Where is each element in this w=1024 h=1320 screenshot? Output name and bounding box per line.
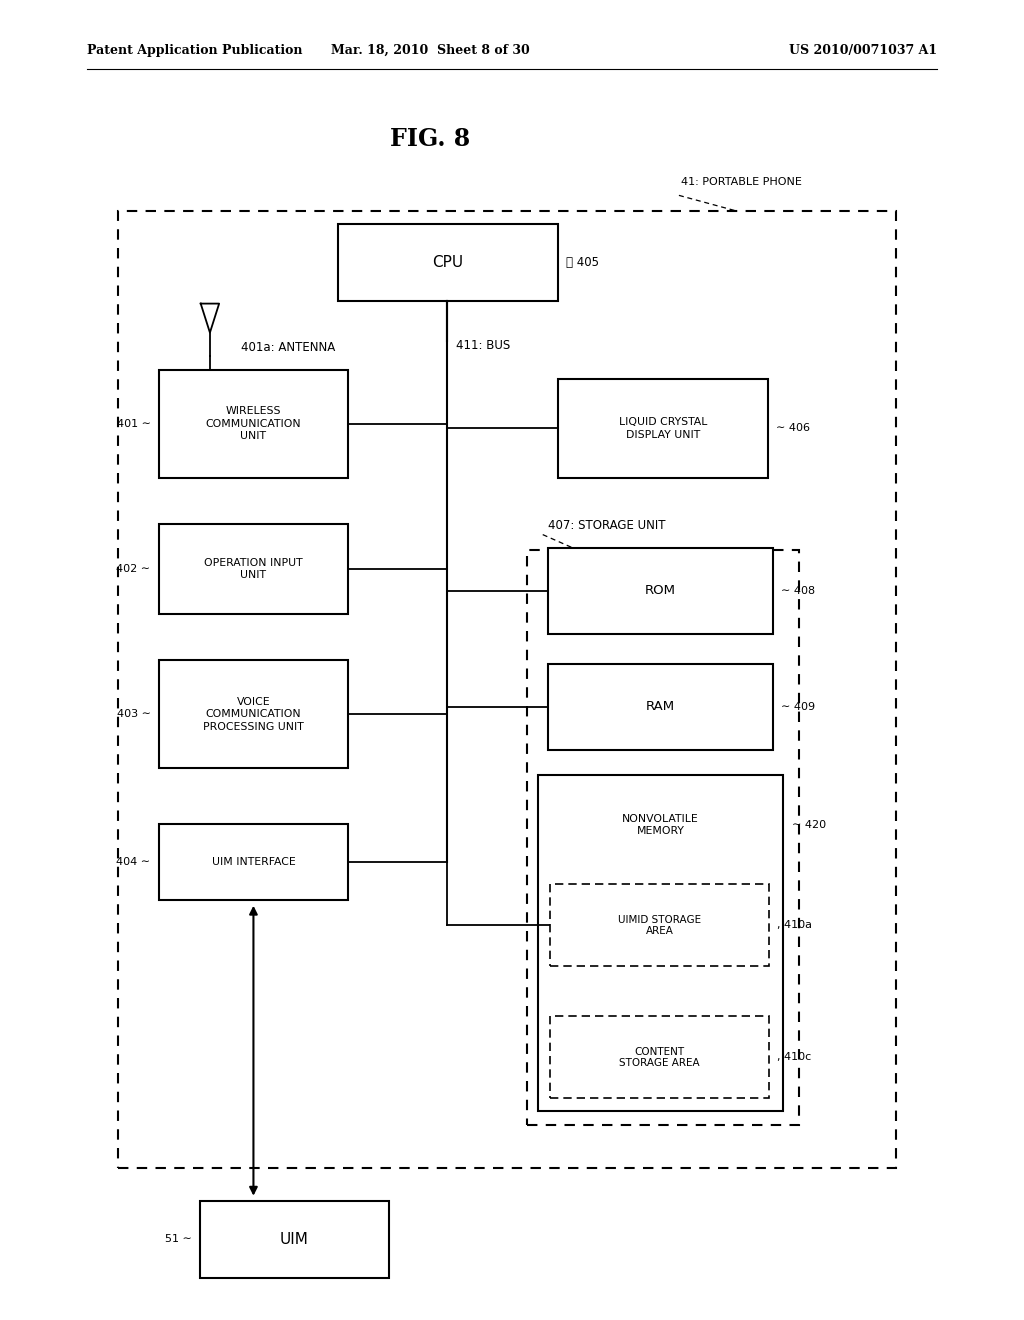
Bar	[548, 664, 773, 750]
Text: ⼿ 405: ⼿ 405	[566, 256, 599, 269]
Text: 411: BUS: 411: BUS	[456, 339, 510, 352]
Text: UIMID STORAGE
AREA: UIMID STORAGE AREA	[617, 915, 701, 936]
Text: NONVOLATILE
MEMORY: NONVOLATILE MEMORY	[623, 814, 698, 836]
Text: LIQUID CRYSTAL
DISPLAY UNIT: LIQUID CRYSTAL DISPLAY UNIT	[618, 417, 708, 440]
Text: CONTENT
STORAGE AREA: CONTENT STORAGE AREA	[620, 1047, 699, 1068]
Bar	[159, 824, 348, 900]
Text: ∼ 406: ∼ 406	[776, 424, 810, 433]
Text: Patent Application Publication: Patent Application Publication	[87, 44, 302, 57]
Text: OPERATION INPUT
UNIT: OPERATION INPUT UNIT	[204, 558, 303, 579]
Text: CPU: CPU	[432, 255, 464, 271]
Bar	[200, 1201, 389, 1278]
Bar	[550, 884, 769, 966]
Text: 402 ∼: 402 ∼	[117, 564, 151, 574]
Text: 401 ∼: 401 ∼	[117, 418, 151, 429]
Text: RAM: RAM	[646, 701, 675, 713]
Bar	[159, 370, 348, 478]
Text: WIRELESS
COMMUNICATION
UNIT: WIRELESS COMMUNICATION UNIT	[206, 407, 301, 441]
Text: ∼ 409: ∼ 409	[781, 702, 815, 711]
Text: FIG. 8: FIG. 8	[390, 127, 470, 150]
Bar	[558, 379, 768, 478]
Bar	[548, 548, 773, 634]
Text: ROM: ROM	[645, 585, 676, 597]
Text: 407: STORAGE UNIT: 407: STORAGE UNIT	[548, 519, 666, 532]
Bar	[550, 1016, 769, 1098]
Text: , 410a: , 410a	[777, 920, 812, 931]
Text: US 2010/0071037 A1: US 2010/0071037 A1	[788, 44, 937, 57]
Text: Mar. 18, 2010  Sheet 8 of 30: Mar. 18, 2010 Sheet 8 of 30	[331, 44, 529, 57]
Bar	[538, 775, 783, 1111]
Text: 404 ∼: 404 ∼	[117, 857, 151, 867]
Text: ∼ 420: ∼ 420	[792, 820, 825, 830]
Text: UIM: UIM	[280, 1232, 309, 1247]
Bar	[159, 524, 348, 614]
Text: 401a: ANTENNA: 401a: ANTENNA	[241, 341, 335, 354]
Bar	[118, 211, 896, 1168]
Bar	[159, 660, 348, 768]
Bar	[338, 224, 558, 301]
Bar	[527, 550, 799, 1125]
Text: VOICE
COMMUNICATION
PROCESSING UNIT: VOICE COMMUNICATION PROCESSING UNIT	[203, 697, 304, 731]
Text: UIM INTERFACE: UIM INTERFACE	[212, 857, 295, 867]
Text: 41: PORTABLE PHONE: 41: PORTABLE PHONE	[681, 177, 802, 187]
Text: ∼ 408: ∼ 408	[781, 586, 815, 595]
Text: 51 ∼: 51 ∼	[165, 1234, 191, 1245]
Text: 403 ∼: 403 ∼	[117, 709, 151, 719]
Text: , 410c: , 410c	[777, 1052, 811, 1063]
